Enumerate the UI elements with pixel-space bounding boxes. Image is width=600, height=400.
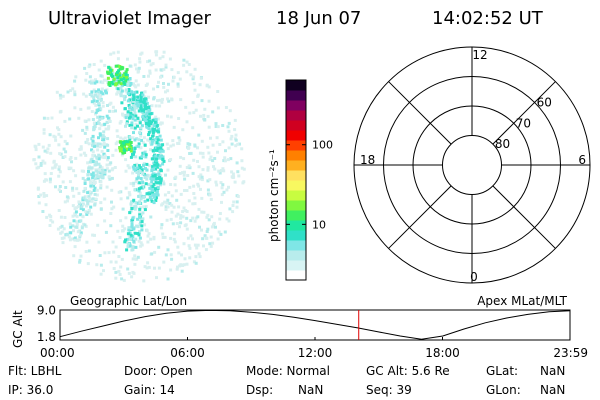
colorbar-step (286, 100, 306, 111)
colorbar-step (286, 210, 306, 221)
colorbar-step (286, 160, 306, 171)
polar-lat-ring (442, 135, 502, 195)
polar-hour-label: 12 (472, 48, 487, 62)
colorbar-step (286, 110, 306, 121)
polar-lat-label: 60 (537, 95, 552, 109)
date-label: 18 Jun 07 (276, 8, 362, 29)
colorbar-frame (285, 79, 307, 281)
mode-info: Mode: Normal (246, 364, 330, 378)
colorbar-step (286, 90, 306, 101)
dsp-label: Dsp: (246, 383, 274, 397)
altitude-series-line (59, 309, 571, 340)
chart-title-apex: Apex MLat/MLT (477, 294, 567, 308)
colorbar-step (286, 260, 306, 271)
colorbar-step (286, 190, 306, 201)
polar-hour-line (492, 81, 556, 145)
colorbar: 10 100 photon cm⁻²s⁻¹ (267, 79, 333, 281)
seq-info: Seq: 39 (366, 383, 412, 397)
chart-ylabel: GC Alt (11, 310, 25, 348)
colorbar-gradient (286, 80, 306, 281)
colorbar-step (286, 180, 306, 191)
polar-hour-label: 6 (578, 153, 586, 167)
altitude-chart: Geographic Lat/Lon Apex MLat/MLT GC Alt … (11, 294, 588, 360)
chart-xtick-label: 00:00 (40, 346, 75, 360)
colorbar-step (286, 220, 306, 231)
time-label: 14:02:52 UT (432, 8, 543, 29)
colorbar-tick-label: 100 (312, 139, 333, 152)
colorbar-step (286, 150, 306, 161)
chart-xtick-label: 12:00 (298, 346, 333, 360)
chart-title-geographic: Geographic Lat/Lon (70, 294, 187, 308)
polar-lat-label: 70 (516, 116, 531, 130)
colorbar-label: photon cm⁻²s⁻¹ (267, 149, 281, 242)
chart-xtick-label: 18:00 (425, 346, 460, 360)
glat-label: GLat: (486, 364, 519, 378)
colorbar-step (286, 130, 306, 141)
colorbar-step (286, 250, 306, 261)
chart-frame (59, 309, 571, 341)
colorbar-step (286, 230, 306, 241)
chart-ytick-label: 1.8 (37, 330, 56, 344)
filter-info: Flt: LBHL (8, 364, 62, 378)
chart-xtick-label: 06:00 (170, 346, 205, 360)
glon-label: GLon: (486, 383, 521, 397)
colorbar-step (286, 200, 306, 211)
colorbar-tick-label: 10 (312, 218, 326, 231)
colorbar-step (286, 120, 306, 131)
colorbar-step (286, 240, 306, 251)
glon-value: NaN (540, 383, 566, 397)
colorbar-step (286, 170, 306, 181)
polar-hour-line (388, 81, 452, 145)
gc-alt-info: GC Alt: 5.6 Re (366, 364, 450, 378)
gain-info: Gain: 14 (124, 383, 175, 397)
chart-xtick-label: 23:59 (553, 346, 588, 360)
dsp-value: NaN (298, 383, 324, 397)
aurora-image (32, 50, 246, 283)
polar-lat-label: 80 (495, 137, 510, 151)
colorbar-step (286, 140, 306, 151)
glat-value: NaN (540, 364, 566, 378)
colorbar-step (286, 270, 306, 281)
polar-hour-label: 0 (470, 270, 478, 284)
chart-ytick-label: 9.0 (37, 304, 56, 318)
colorbar-step (286, 80, 306, 91)
polar-hour-line (388, 185, 452, 249)
door-info: Door: Open (124, 364, 193, 378)
polar-hour-line (492, 185, 556, 249)
ip-info: IP: 36.0 (8, 383, 54, 397)
instrument-title: Ultraviolet Imager (48, 8, 211, 29)
polar-hour-label: 18 (360, 153, 375, 167)
